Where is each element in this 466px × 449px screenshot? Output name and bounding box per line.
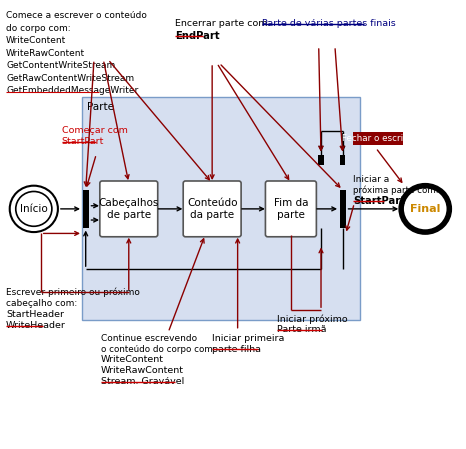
FancyBboxPatch shape	[340, 155, 345, 165]
FancyBboxPatch shape	[353, 132, 404, 145]
Text: EndPart: EndPart	[175, 31, 220, 41]
Text: Começar com: Começar com	[62, 126, 128, 135]
FancyBboxPatch shape	[266, 181, 316, 237]
Text: StartPart: StartPart	[62, 137, 104, 146]
Text: Fechar o escritor: Fechar o escritor	[342, 134, 415, 143]
Text: Parte de várias partes finais: Parte de várias partes finais	[262, 19, 396, 28]
Text: Iniciar a: Iniciar a	[353, 176, 390, 185]
Text: Conteúdo
da parte: Conteúdo da parte	[187, 198, 237, 220]
Text: GetContentWriteStream: GetContentWriteStream	[6, 61, 115, 70]
Circle shape	[401, 186, 449, 232]
FancyBboxPatch shape	[82, 97, 360, 321]
Text: Parte: Parte	[87, 102, 114, 112]
Text: WriteContent: WriteContent	[6, 36, 66, 45]
Text: Escrever primeiro ou próximo: Escrever primeiro ou próximo	[6, 288, 140, 297]
Circle shape	[10, 186, 58, 232]
Text: GetEmbeddedMessageWriter: GetEmbeddedMessageWriter	[6, 86, 138, 95]
FancyBboxPatch shape	[100, 181, 158, 237]
Text: Fim da
parte: Fim da parte	[274, 198, 308, 220]
FancyBboxPatch shape	[82, 190, 89, 228]
Text: WriteContent: WriteContent	[101, 355, 164, 364]
Text: Final: Final	[410, 204, 440, 214]
Text: Início: Início	[20, 204, 48, 214]
Text: próxima parte com:: próxima parte com:	[353, 186, 439, 195]
Text: Cabeçalhos
de parte: Cabeçalhos de parte	[99, 198, 159, 220]
Text: Encerrar parte com:: Encerrar parte com:	[175, 19, 271, 28]
Text: WriteRawContent: WriteRawContent	[101, 366, 184, 375]
Text: Continue escrevendo: Continue escrevendo	[101, 334, 197, 343]
Text: GetRawContentWriteStream: GetRawContentWriteStream	[6, 74, 134, 83]
Text: StartHeader: StartHeader	[6, 310, 64, 319]
FancyBboxPatch shape	[340, 190, 346, 228]
Text: parte filha: parte filha	[212, 345, 261, 354]
Text: StartPart: StartPart	[353, 196, 405, 207]
Text: WriteHeader: WriteHeader	[6, 321, 66, 330]
Text: do corpo com:: do corpo com:	[6, 24, 71, 33]
Text: Iniciar primeira: Iniciar primeira	[212, 334, 285, 343]
Text: Comece a escrever o conteúdo: Comece a escrever o conteúdo	[6, 11, 147, 20]
FancyBboxPatch shape	[183, 181, 241, 237]
Text: Stream. Gravável: Stream. Gravável	[101, 377, 184, 386]
Text: o conteúdo do corpo com:: o conteúdo do corpo com:	[101, 344, 216, 353]
Text: Parte irmã: Parte irmã	[277, 326, 327, 335]
Text: Iniciar próximo: Iniciar próximo	[277, 315, 348, 324]
Text: WriteRawContent: WriteRawContent	[6, 48, 85, 57]
Text: cabeçalho com:: cabeçalho com:	[6, 299, 77, 308]
FancyBboxPatch shape	[318, 155, 323, 165]
